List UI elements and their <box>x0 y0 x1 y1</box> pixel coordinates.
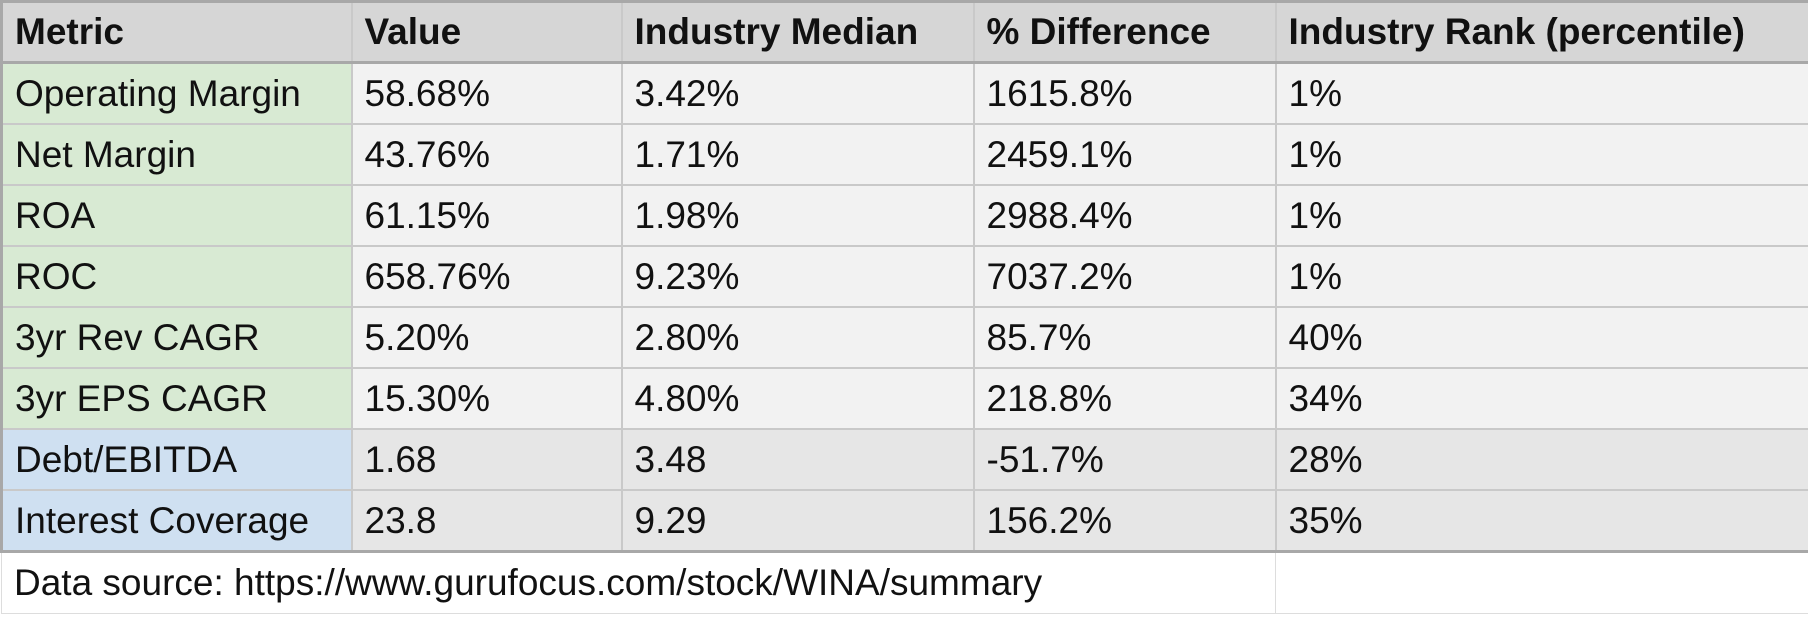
metric-cell[interactable]: ROC <box>0 245 353 308</box>
median-cell[interactable]: 1.98% <box>620 184 975 247</box>
table-row: Interest Coverage 23.8 9.29 156.2% 35% <box>0 489 1808 553</box>
difference-cell[interactable]: 7037.2% <box>972 245 1277 308</box>
header-industry-rank[interactable]: Industry Rank (percentile) <box>1274 0 1808 64</box>
metric-cell[interactable]: ROA <box>0 184 353 247</box>
metric-cell[interactable]: 3yr Rev CAGR <box>0 306 353 369</box>
table-row: Debt/EBITDA 1.68 3.48 -51.7% 28% <box>0 428 1808 491</box>
metric-cell[interactable]: Interest Coverage <box>0 489 353 553</box>
footer-row: Data source: https://www.gurufocus.com/s… <box>1 550 1808 614</box>
value-cell[interactable]: 1.68 <box>350 428 623 491</box>
value-cell[interactable]: 658.76% <box>350 245 623 308</box>
median-cell[interactable]: 9.23% <box>620 245 975 308</box>
median-cell[interactable]: 1.71% <box>620 123 975 186</box>
rank-cell[interactable]: 35% <box>1274 489 1808 553</box>
difference-cell[interactable]: 1615.8% <box>972 61 1277 125</box>
rank-cell[interactable]: 40% <box>1274 306 1808 369</box>
value-cell[interactable]: 23.8 <box>350 489 623 553</box>
metric-cell[interactable]: Debt/EBITDA <box>0 428 353 491</box>
metric-cell[interactable]: Net Margin <box>0 123 353 186</box>
table-row: Operating Margin 58.68% 3.42% 1615.8% 1% <box>0 61 1808 125</box>
header-value[interactable]: Value <box>350 0 623 64</box>
rank-cell[interactable]: 1% <box>1274 245 1808 308</box>
difference-cell[interactable]: 218.8% <box>972 367 1277 430</box>
value-cell[interactable]: 15.30% <box>350 367 623 430</box>
header-percent-difference[interactable]: % Difference <box>972 0 1277 64</box>
table-row: 3yr EPS CAGR 15.30% 4.80% 218.8% 34% <box>0 367 1808 430</box>
metric-cell[interactable]: 3yr EPS CAGR <box>0 367 353 430</box>
metric-cell[interactable]: Operating Margin <box>0 61 353 125</box>
rank-cell[interactable]: 1% <box>1274 61 1808 125</box>
difference-cell[interactable]: 156.2% <box>972 489 1277 553</box>
data-source-note[interactable]: Data source: https://www.gurufocus.com/s… <box>1 550 1276 614</box>
table-row: ROC 658.76% 9.23% 7037.2% 1% <box>0 245 1808 308</box>
value-cell[interactable]: 61.15% <box>350 184 623 247</box>
rank-cell[interactable]: 28% <box>1274 428 1808 491</box>
value-cell[interactable]: 43.76% <box>350 123 623 186</box>
difference-cell[interactable]: 2988.4% <box>972 184 1277 247</box>
table-header-row: Metric Value Industry Median % Differenc… <box>0 0 1808 64</box>
value-cell[interactable]: 5.20% <box>350 306 623 369</box>
table-row: Net Margin 43.76% 1.71% 2459.1% 1% <box>0 123 1808 186</box>
difference-cell[interactable]: -51.7% <box>972 428 1277 491</box>
header-metric[interactable]: Metric <box>0 0 353 64</box>
table-row: ROA 61.15% 1.98% 2988.4% 1% <box>0 184 1808 247</box>
median-cell[interactable]: 9.29 <box>620 489 975 553</box>
value-cell[interactable]: 58.68% <box>350 61 623 125</box>
median-cell[interactable]: 4.80% <box>620 367 975 430</box>
rank-cell[interactable]: 34% <box>1274 367 1808 430</box>
difference-cell[interactable]: 85.7% <box>972 306 1277 369</box>
median-cell[interactable]: 2.80% <box>620 306 975 369</box>
rank-cell[interactable]: 1% <box>1274 184 1808 247</box>
header-industry-median[interactable]: Industry Median <box>620 0 975 64</box>
median-cell[interactable]: 3.48 <box>620 428 975 491</box>
rank-cell[interactable]: 1% <box>1274 123 1808 186</box>
metrics-table: Metric Value Industry Median % Differenc… <box>0 0 1808 614</box>
table-row: 3yr Rev CAGR 5.20% 2.80% 85.7% 40% <box>0 306 1808 369</box>
difference-cell[interactable]: 2459.1% <box>972 123 1277 186</box>
median-cell[interactable]: 3.42% <box>620 61 975 125</box>
empty-cell[interactable] <box>1275 550 1808 614</box>
